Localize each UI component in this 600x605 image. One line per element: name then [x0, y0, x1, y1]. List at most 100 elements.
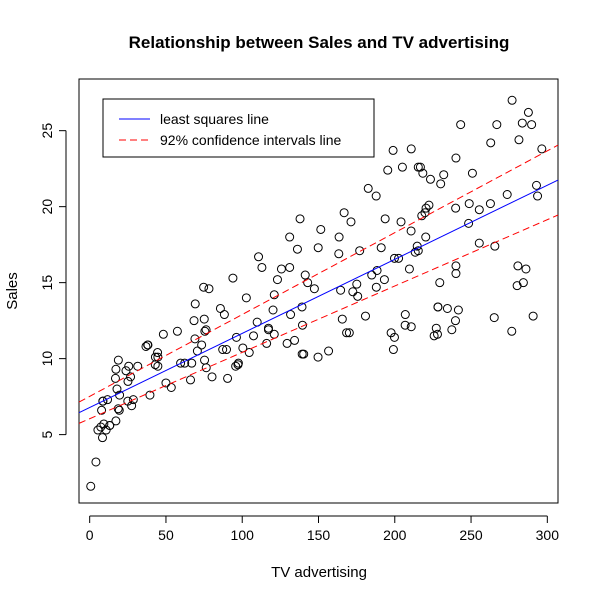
data-point	[249, 331, 259, 341]
data-point	[456, 120, 466, 130]
data-point	[272, 275, 282, 285]
data-point	[218, 345, 228, 355]
data-point	[464, 218, 474, 228]
data-point	[285, 262, 295, 272]
x-axis-label: TV advertising	[271, 564, 367, 581]
data-point	[348, 287, 358, 297]
data-point	[513, 261, 523, 271]
data-point	[141, 341, 151, 351]
data-point	[161, 378, 171, 388]
data-point	[533, 191, 543, 201]
data-point	[186, 375, 196, 385]
data-point	[153, 348, 163, 358]
data-point	[334, 232, 344, 242]
data-point	[126, 372, 136, 382]
x-tick-label: 0	[86, 527, 94, 543]
y-tick-label: 5	[39, 431, 55, 439]
data-point	[86, 481, 96, 491]
data-point	[219, 310, 229, 320]
data-point	[490, 241, 500, 251]
data-point	[215, 303, 225, 313]
data-point	[451, 153, 461, 163]
data-point	[386, 328, 396, 338]
legend-box	[102, 98, 375, 158]
data-point	[432, 329, 442, 339]
data-point	[337, 314, 347, 324]
legend: least squares line 92% confidence interv…	[102, 98, 375, 158]
y-tick-label: 25	[39, 123, 55, 139]
data-point	[489, 313, 499, 323]
data-point	[485, 199, 495, 209]
data-point	[166, 383, 176, 393]
data-point	[467, 168, 477, 178]
data-point	[425, 174, 435, 184]
data-point	[451, 203, 461, 213]
data-point	[187, 358, 197, 368]
data-point	[222, 345, 232, 355]
data-point	[388, 345, 398, 355]
data-point	[99, 419, 109, 429]
data-point	[389, 253, 399, 263]
data-point	[96, 422, 106, 432]
data-point	[431, 323, 441, 333]
data-point	[300, 270, 310, 280]
data-point	[336, 285, 346, 295]
data-point	[189, 316, 199, 326]
data-point	[517, 118, 527, 128]
data-point	[451, 261, 461, 271]
data-point	[285, 232, 295, 242]
data-point	[111, 364, 121, 374]
data-point	[371, 282, 381, 292]
chart-title: Relationship between Sales and TV advert…	[129, 33, 510, 52]
x-tick-label: 300	[536, 527, 560, 543]
data-point	[290, 335, 300, 345]
data-point	[400, 320, 410, 330]
data-point	[114, 405, 124, 415]
data-point	[353, 291, 363, 301]
data-point	[531, 180, 541, 190]
data-point	[204, 284, 214, 294]
data-point	[418, 168, 428, 178]
data-point	[200, 326, 210, 336]
data-point	[397, 162, 407, 172]
data-point	[98, 396, 108, 406]
y-tick-label: 10	[39, 351, 55, 367]
data-point	[334, 249, 344, 259]
data-point	[537, 144, 547, 154]
data-point	[257, 262, 267, 272]
data-point	[268, 305, 278, 315]
data-point	[113, 355, 123, 365]
data-point	[518, 278, 528, 288]
data-point	[324, 346, 334, 356]
data-point	[172, 326, 182, 336]
data-point	[376, 243, 386, 253]
data-point	[415, 162, 425, 172]
x-axis: 0 50 100 150 200 250 300	[86, 515, 560, 543]
data-point	[474, 205, 484, 215]
data-point	[435, 278, 445, 288]
data-point	[344, 328, 354, 338]
data-point	[231, 361, 241, 371]
data-point	[228, 273, 238, 283]
data-point	[313, 243, 323, 253]
confidence-interval-line	[78, 144, 559, 403]
data-point	[110, 373, 120, 383]
data-point	[105, 420, 115, 430]
data-point	[150, 352, 160, 362]
x-tick-label: 50	[158, 527, 174, 543]
y-axis: 5 10 15 20 25	[39, 123, 67, 439]
data-point	[254, 252, 264, 262]
data-point	[295, 214, 305, 224]
y-axis-label: Sales	[4, 272, 21, 310]
lines-layer	[78, 144, 559, 424]
data-point	[123, 376, 133, 386]
legend-label-least-squares: least squares line	[160, 111, 269, 127]
data-point	[297, 302, 307, 312]
data-point	[502, 189, 512, 199]
confidence-interval-line	[78, 214, 559, 424]
data-point	[486, 138, 496, 148]
data-point	[223, 373, 233, 383]
data-point	[421, 232, 431, 242]
data-point	[400, 310, 410, 320]
